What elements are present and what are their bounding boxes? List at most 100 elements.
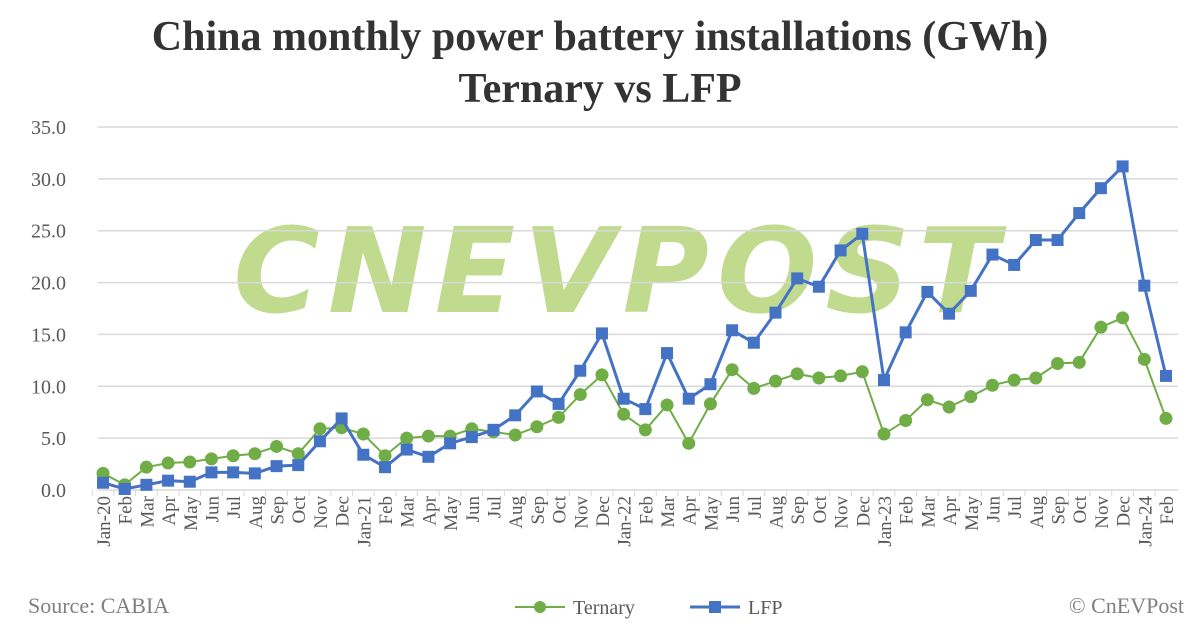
copyright-note: © CnEVPost — [1068, 593, 1184, 618]
data-point-ternary — [1094, 320, 1108, 334]
x-tick-label: May — [701, 496, 722, 531]
x-tick-label: Oct — [289, 495, 310, 523]
data-point-ternary — [356, 427, 370, 441]
data-point-lfp — [726, 324, 739, 337]
x-tick-label: Feb — [636, 496, 657, 525]
x-tick-label: Mar — [918, 495, 939, 527]
x-tick-label: Jun — [463, 496, 484, 523]
x-tick-label: Oct — [1070, 495, 1091, 523]
data-point-lfp — [986, 248, 999, 261]
chart-title: China monthly power battery installation… — [151, 14, 1049, 60]
x-tick-label: Sep — [268, 496, 289, 525]
data-point-ternary — [226, 449, 240, 463]
x-tick-label: Apr — [680, 495, 701, 525]
x-tick-label: Aug — [506, 496, 527, 529]
data-point-ternary — [877, 427, 891, 441]
data-point-ternary — [204, 452, 218, 466]
x-tick-label: Oct — [550, 495, 571, 523]
data-point-lfp — [509, 409, 522, 422]
data-point-lfp — [617, 392, 630, 405]
x-tick-label: Jan-21 — [354, 496, 375, 547]
data-point-ternary — [378, 449, 392, 463]
data-point-ternary — [96, 466, 110, 480]
y-tick-label: 15.0 — [31, 324, 66, 346]
y-tick-label: 0.0 — [41, 480, 66, 502]
data-point-ternary — [725, 363, 739, 377]
data-point-ternary — [1116, 311, 1130, 325]
data-point-lfp — [118, 482, 131, 495]
data-point-lfp — [661, 347, 674, 360]
legend-item-lfp: LFP — [690, 597, 782, 619]
x-tick-label: Jun — [723, 496, 744, 523]
x-tick-label: Mar — [398, 495, 419, 527]
x-tick-label: Jan-24 — [1135, 496, 1156, 547]
x-tick-label: Aug — [1027, 496, 1048, 529]
data-point-lfp — [595, 327, 608, 340]
x-tick-label: Jul — [1005, 496, 1026, 518]
x-tick-label: Aug — [767, 496, 788, 529]
data-point-ternary — [183, 455, 197, 469]
x-tick-label: Jan-20 — [94, 496, 115, 547]
data-point-ternary — [1029, 371, 1043, 385]
data-point-ternary — [1007, 373, 1021, 387]
series-line-ternary — [102, 316, 1167, 487]
data-point-lfp — [357, 448, 370, 461]
data-point-ternary — [508, 428, 522, 442]
data-point-lfp — [921, 285, 934, 298]
legend-item-ternary: Ternary — [515, 597, 635, 619]
data-point-ternary — [313, 422, 327, 436]
x-tick-label: Feb — [1157, 496, 1178, 525]
x-tick-label: Nov — [571, 496, 592, 529]
data-point-ternary — [834, 369, 848, 383]
x-tick-label: Dec — [1114, 496, 1135, 527]
data-point-ternary — [248, 447, 262, 461]
data-point-ternary — [1137, 352, 1151, 366]
data-point-lfp — [422, 450, 435, 463]
data-point-lfp — [1008, 258, 1021, 271]
x-tick-label: Jun — [983, 496, 1004, 523]
data-point-ternary — [1051, 356, 1065, 370]
watermark-logo: CNEVPOST — [233, 202, 1007, 340]
data-point-lfp — [856, 227, 869, 240]
data-point-ternary — [530, 420, 544, 434]
chart-subtitle: Ternary vs LFP — [458, 66, 742, 112]
x-tick-label: May — [962, 496, 983, 531]
data-point-ternary — [790, 367, 804, 381]
data-point-lfp — [313, 435, 326, 448]
data-point-ternary — [985, 378, 999, 392]
data-point-ternary — [942, 400, 956, 414]
data-point-lfp — [444, 437, 457, 450]
data-point-lfp — [964, 284, 977, 297]
data-point-ternary — [638, 423, 652, 437]
data-point-ternary — [270, 439, 284, 453]
y-tick-label: 5.0 — [41, 428, 66, 450]
data-point-lfp — [205, 466, 218, 479]
data-point-lfp — [379, 461, 392, 474]
data-point-lfp — [487, 423, 500, 436]
y-tick-label: 35.0 — [31, 117, 66, 139]
data-point-lfp — [1094, 182, 1107, 195]
data-point-lfp — [162, 474, 175, 487]
data-point-ternary — [682, 436, 696, 450]
x-tick-label: Apr — [159, 495, 180, 525]
data-point-lfp — [769, 306, 782, 319]
data-point-ternary — [747, 381, 761, 395]
x-tick-label: Apr — [419, 495, 440, 525]
data-point-lfp — [682, 392, 695, 405]
x-tick-label: Dec — [593, 496, 614, 527]
x-tick-label: Nov — [311, 496, 332, 529]
data-point-lfp — [1051, 234, 1064, 247]
data-point-ternary — [1159, 411, 1173, 425]
data-point-ternary — [703, 397, 717, 411]
data-point-ternary — [421, 429, 435, 443]
data-point-lfp — [400, 443, 413, 456]
data-point-ternary — [291, 447, 305, 461]
data-point-ternary — [660, 398, 674, 412]
x-tick-label: Feb — [116, 496, 137, 525]
data-point-lfp — [227, 466, 240, 479]
data-point-lfp — [1160, 369, 1172, 382]
x-tick-label: Jul — [745, 496, 766, 518]
data-point-lfp — [899, 326, 912, 339]
x-tick-label: Jun — [202, 496, 223, 523]
